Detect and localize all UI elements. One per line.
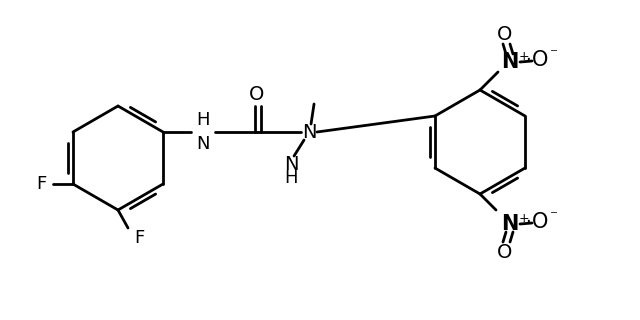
Text: N: N <box>302 123 316 141</box>
Text: H: H <box>284 169 298 187</box>
Text: N: N <box>501 52 518 72</box>
Text: +: + <box>519 212 530 225</box>
Text: O: O <box>532 212 548 232</box>
Text: N: N <box>284 155 298 173</box>
Text: +: + <box>519 50 530 62</box>
Text: N: N <box>501 214 518 234</box>
Text: H: H <box>196 111 210 129</box>
Text: ·: · <box>525 213 531 231</box>
Text: ⁻: ⁻ <box>550 209 558 223</box>
Text: O: O <box>532 50 548 70</box>
Text: O: O <box>497 25 513 44</box>
Text: ⁻: ⁻ <box>550 46 558 61</box>
Text: O: O <box>250 84 265 103</box>
Text: O: O <box>497 243 513 261</box>
Text: N: N <box>196 135 210 153</box>
Text: F: F <box>36 175 46 193</box>
Text: ·: · <box>525 51 531 69</box>
Text: F: F <box>134 229 144 247</box>
